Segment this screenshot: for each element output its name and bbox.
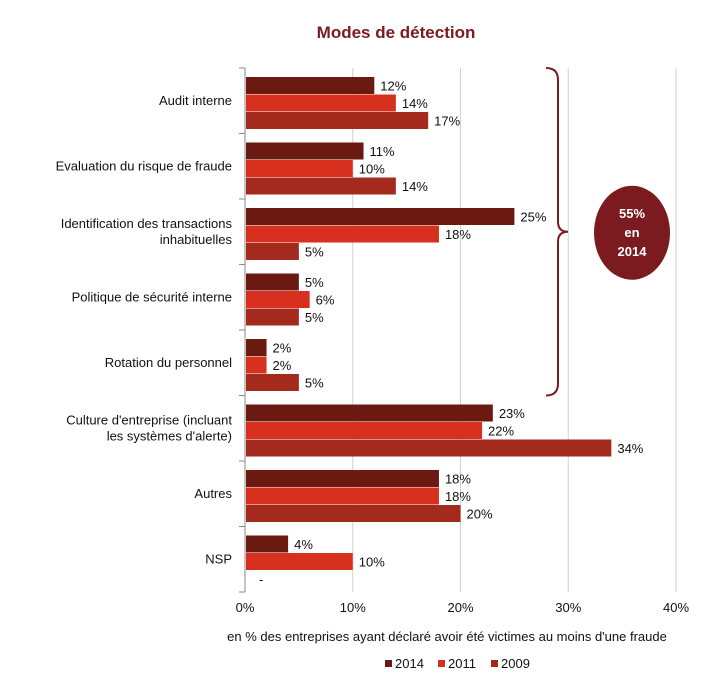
bar-2014 bbox=[246, 142, 364, 160]
data-label: 14% bbox=[402, 179, 428, 194]
bar-2011 bbox=[246, 422, 483, 439]
bar-2009 bbox=[246, 243, 299, 260]
bar-2009 bbox=[246, 374, 299, 391]
category-label: Autres bbox=[194, 486, 232, 501]
bar-2014 bbox=[246, 535, 289, 553]
legend-swatch-2011 bbox=[438, 660, 445, 667]
x-tick-label: 20% bbox=[447, 600, 473, 615]
data-label: 18% bbox=[445, 227, 471, 242]
x-tick-label: 30% bbox=[555, 600, 581, 615]
legend-label: 2011 bbox=[448, 656, 476, 671]
bar-2011 bbox=[246, 553, 353, 570]
data-label: 5% bbox=[305, 310, 324, 325]
data-label: 22% bbox=[488, 424, 514, 439]
data-label: 11% bbox=[370, 144, 395, 159]
data-label: 25% bbox=[520, 210, 546, 225]
data-label: 17% bbox=[434, 114, 460, 129]
annotation-text: en bbox=[624, 225, 639, 240]
bar-2009 bbox=[246, 439, 612, 457]
bar-2009 bbox=[246, 177, 396, 195]
annotation-text: 55% bbox=[619, 206, 645, 221]
data-label: 14% bbox=[402, 96, 428, 111]
chart-title: Modes de détection bbox=[317, 23, 476, 42]
data-label: 34% bbox=[617, 441, 643, 456]
category-label: Identification des transactions inhabitue… bbox=[61, 216, 233, 247]
bar-2014 bbox=[246, 404, 493, 422]
data-label: 5% bbox=[305, 245, 324, 260]
data-label: 12% bbox=[380, 79, 406, 94]
category-label: Audit interne bbox=[159, 93, 232, 108]
bar-2009 bbox=[246, 505, 461, 522]
bracket bbox=[545, 67, 569, 397]
data-label: 18% bbox=[445, 489, 471, 504]
category-label: Culture d'entreprise (incluant les systèm… bbox=[66, 412, 232, 443]
category-label: NSP bbox=[205, 551, 232, 566]
data-label: 5% bbox=[305, 376, 324, 391]
bar-2014 bbox=[246, 273, 299, 291]
bar-2011 bbox=[246, 487, 439, 505]
legend-swatch-2014 bbox=[385, 660, 392, 667]
data-label: 20% bbox=[467, 507, 493, 522]
data-label: 5% bbox=[305, 275, 324, 290]
data-label: 6% bbox=[316, 293, 335, 308]
data-label: 18% bbox=[445, 472, 471, 487]
bar-2011 bbox=[246, 225, 439, 243]
bar-2011 bbox=[246, 356, 267, 374]
data-label: 10% bbox=[359, 162, 385, 177]
bar-2014 bbox=[246, 77, 375, 94]
legend-label: 2014 bbox=[395, 656, 424, 671]
x-tick-label: 0% bbox=[236, 600, 255, 615]
bar-2009 bbox=[246, 308, 299, 326]
annotation-text: 2014 bbox=[618, 244, 648, 259]
bar-2014 bbox=[246, 470, 439, 487]
x-tick-label: 10% bbox=[340, 600, 366, 615]
legend-swatch-2009 bbox=[491, 660, 498, 667]
bar-2011 bbox=[246, 160, 353, 177]
category-label: Rotation du personnel bbox=[105, 355, 232, 370]
bar-2011 bbox=[246, 291, 310, 308]
data-label: 4% bbox=[294, 537, 313, 552]
data-label: 2% bbox=[273, 358, 292, 373]
x-tick-label: 40% bbox=[663, 600, 689, 615]
annotation-badge bbox=[594, 185, 670, 280]
bar-2014 bbox=[246, 339, 267, 356]
x-axis-label: en % des entreprises ayant déclaré avoir… bbox=[227, 629, 667, 644]
bar-2009 bbox=[246, 112, 429, 129]
data-label: 2% bbox=[273, 341, 292, 356]
data-label: - bbox=[259, 572, 263, 587]
bar-2014 bbox=[246, 208, 515, 225]
legend-label: 2009 bbox=[501, 656, 530, 671]
data-label: 23% bbox=[499, 406, 525, 421]
bar-2011 bbox=[246, 94, 396, 112]
category-label: Politique de sécurité interne bbox=[72, 289, 232, 304]
category-label: Evaluation du risque de fraude bbox=[56, 158, 232, 173]
data-label: 10% bbox=[359, 555, 385, 570]
